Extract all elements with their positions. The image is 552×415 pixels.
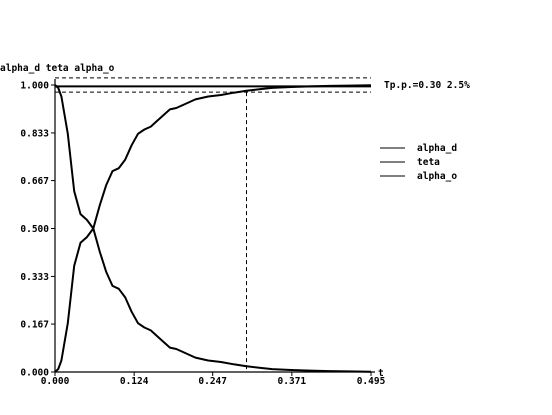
y-tick-label: 0.500 — [20, 224, 49, 235]
x-axis-label: t — [378, 368, 384, 379]
legend-label: teta — [417, 157, 440, 168]
axes — [54, 79, 375, 373]
x-tick-label: 0.000 — [41, 376, 70, 387]
legend-label: alpha_d — [417, 143, 457, 154]
x-ticks: 0.000 0.124 0.247 0.371 0.495 — [41, 372, 386, 387]
x-tick-label: 0.495 — [357, 376, 386, 387]
x-tick-label: 0.124 — [120, 376, 149, 387]
y-tick-label: 0.000 — [20, 368, 49, 379]
chart-title: alpha_d teta alpha_o — [0, 63, 115, 74]
reference-lines — [55, 77, 371, 372]
series-lines — [54, 84, 372, 373]
series-line-alpha-d — [54, 84, 372, 373]
y-tick-label: 0.833 — [20, 128, 49, 139]
legend-label: alpha_o — [417, 171, 457, 182]
y-tick-label: 0.333 — [20, 272, 49, 283]
y-tick-label: 1.000 — [20, 81, 49, 92]
series-line-teta — [54, 84, 372, 373]
x-tick-label: 0.247 — [198, 376, 227, 387]
x-tick-label: 0.371 — [278, 376, 307, 387]
y-tick-label: 0.167 — [20, 320, 49, 331]
y-tick-label: 0.667 — [20, 176, 49, 187]
annotation-text: Tp.p.=0.30 2.5% — [384, 80, 470, 91]
y-ticks: 0.000 0.167 0.333 0.500 0.667 0.833 1.000 — [20, 81, 55, 379]
